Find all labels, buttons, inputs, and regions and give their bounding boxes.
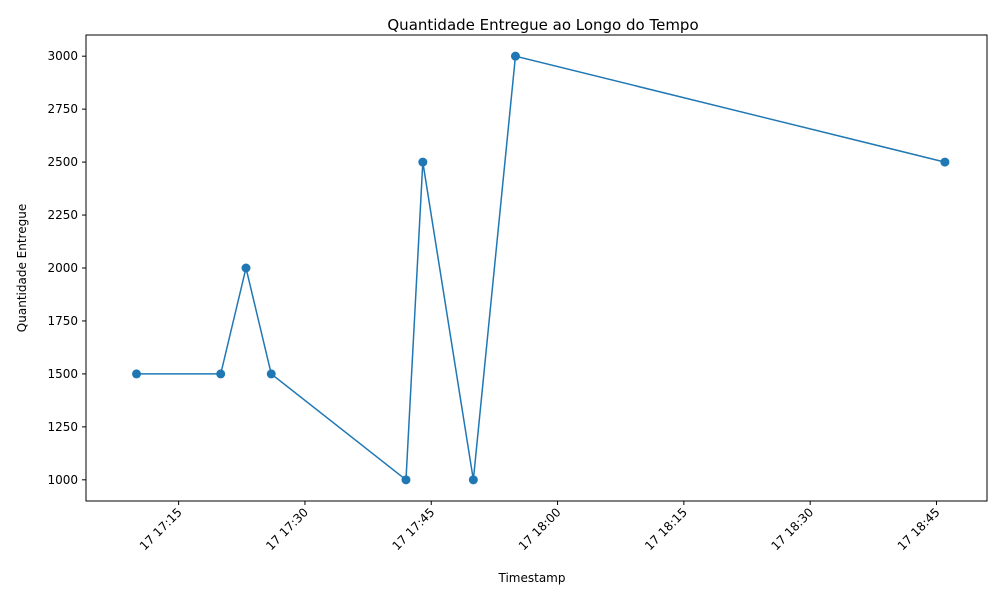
data-point <box>266 369 276 379</box>
y-axis: 1000 1250 1500 1750 2000 2250 2500 2750 3000 <box>47 49 86 487</box>
x-axis: 17 17:15 17 17:30 17 17:45 17 18:00 17 18:15… <box>137 501 943 553</box>
y-tick-label: 3000 <box>47 49 78 63</box>
y-axis-label: Quantidade Entregue <box>15 204 29 332</box>
data-point <box>510 51 520 61</box>
data-point <box>216 369 226 379</box>
data-point <box>241 263 251 273</box>
y-tick-label: 2000 <box>47 261 78 275</box>
data-point <box>940 157 950 167</box>
y-tick-label: 2250 <box>47 208 78 222</box>
plot-area <box>132 51 950 485</box>
x-tick-label: 17 18:15 <box>642 505 690 553</box>
data-point <box>132 369 142 379</box>
x-tick-label: 17 17:30 <box>263 505 311 553</box>
y-tick-label: 1250 <box>47 420 78 434</box>
y-tick-label: 1000 <box>47 473 78 487</box>
x-tick-label: 17 18:45 <box>895 505 943 553</box>
data-point <box>418 157 428 167</box>
chart-title: Quantidade Entregue ao Longo do Tempo <box>387 16 698 34</box>
data-point <box>401 475 411 485</box>
x-tick-label: 17 17:15 <box>137 505 185 553</box>
y-tick-label: 2500 <box>47 155 78 169</box>
x-tick-label: 17 18:30 <box>768 505 816 553</box>
data-point <box>468 475 478 485</box>
axes-frame <box>85 34 988 502</box>
x-tick-label: 17 18:00 <box>516 505 564 553</box>
y-tick-label: 2750 <box>47 102 78 116</box>
x-tick-label: 17 17:45 <box>390 505 438 553</box>
y-tick-label: 1500 <box>47 367 78 381</box>
series-line <box>136 55 946 482</box>
x-axis-label: Timestamp <box>498 571 566 585</box>
y-tick-label: 1750 <box>47 314 78 328</box>
